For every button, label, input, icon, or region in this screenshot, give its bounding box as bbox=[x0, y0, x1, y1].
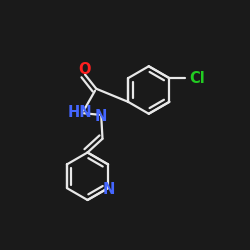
Text: O: O bbox=[79, 62, 91, 78]
Text: N: N bbox=[102, 182, 115, 197]
Text: Cl: Cl bbox=[189, 70, 205, 86]
Text: N: N bbox=[95, 109, 108, 124]
Text: HN: HN bbox=[68, 105, 92, 120]
